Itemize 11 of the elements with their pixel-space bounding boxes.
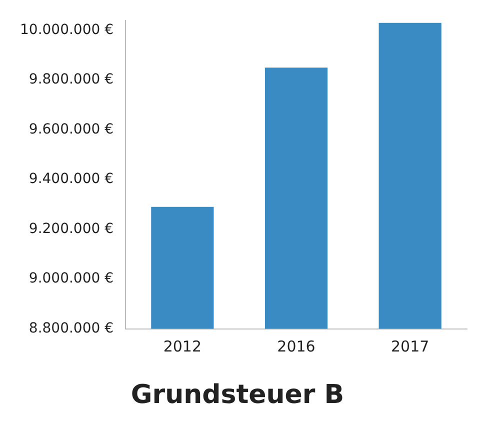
y-tick-label: 9.200.000 € [28, 220, 114, 237]
y-tick-label: 9.600.000 € [28, 121, 114, 138]
y-tick-label: 10.000.000 € [20, 22, 114, 38]
y-tick-label: 8.800.000 € [28, 320, 114, 336]
y-tick-label: 9.800.000 € [28, 72, 114, 88]
x-tick-label: 2012 [163, 338, 202, 356]
x-tick-label: 2016 [277, 338, 316, 356]
y-tick-label: 9.400.000 € [28, 171, 114, 188]
y-tick-label: 9.000.000 € [28, 270, 114, 287]
x-tick-label: 2017 [390, 338, 430, 356]
text: Grundsteuer B [130, 380, 344, 410]
